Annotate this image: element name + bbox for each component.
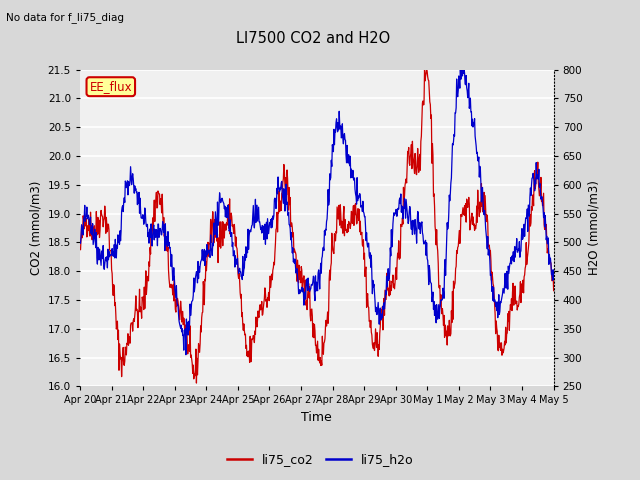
Text: EE_flux: EE_flux: [90, 80, 132, 93]
Y-axis label: H2O (mmol/m3): H2O (mmol/m3): [588, 180, 601, 276]
Y-axis label: CO2 (mmol/m3): CO2 (mmol/m3): [29, 181, 42, 275]
Text: No data for f_li75_diag: No data for f_li75_diag: [6, 12, 124, 23]
X-axis label: Time: Time: [301, 411, 332, 424]
Text: LI7500 CO2 and H2O: LI7500 CO2 and H2O: [236, 31, 391, 46]
Legend: li75_co2, li75_h2o: li75_co2, li75_h2o: [221, 448, 419, 471]
